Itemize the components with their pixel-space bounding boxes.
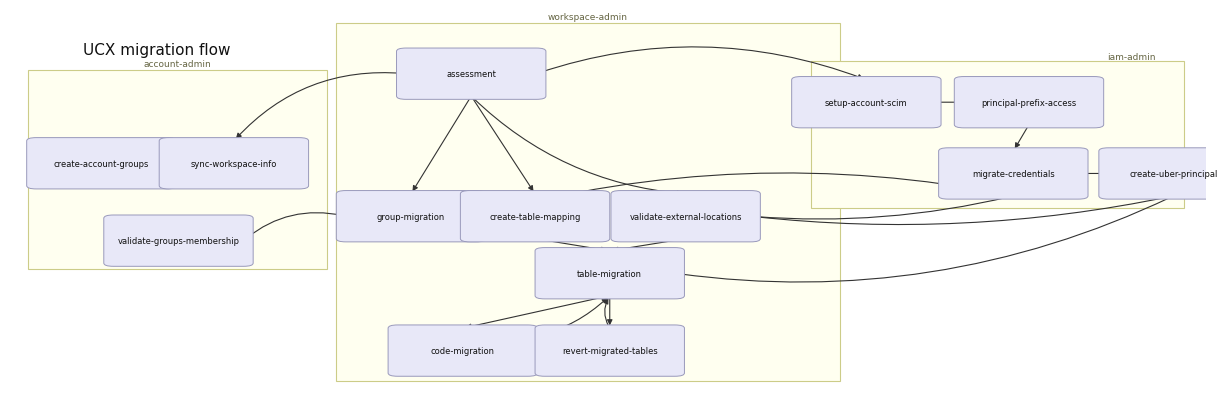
FancyBboxPatch shape <box>336 191 485 242</box>
FancyBboxPatch shape <box>1098 148 1226 200</box>
Text: principal-prefix-access: principal-prefix-access <box>981 99 1076 108</box>
Text: validate-groups-membership: validate-groups-membership <box>118 236 239 245</box>
Text: create-uber-principal: create-uber-principal <box>1129 170 1217 178</box>
FancyBboxPatch shape <box>810 62 1184 209</box>
FancyBboxPatch shape <box>389 325 537 376</box>
FancyBboxPatch shape <box>535 325 684 376</box>
Text: iam-admin: iam-admin <box>1107 53 1156 62</box>
Text: assessment: assessment <box>446 70 497 79</box>
Text: create-table-mapping: create-table-mapping <box>489 212 581 221</box>
Text: sync-workspace-info: sync-workspace-info <box>191 160 277 169</box>
Text: account-admin: account-admin <box>143 60 211 69</box>
FancyBboxPatch shape <box>535 248 684 299</box>
FancyBboxPatch shape <box>954 77 1103 128</box>
FancyBboxPatch shape <box>27 138 177 189</box>
FancyBboxPatch shape <box>792 77 942 128</box>
Text: migrate-credentials: migrate-credentials <box>972 170 1054 178</box>
FancyBboxPatch shape <box>336 24 840 381</box>
FancyBboxPatch shape <box>159 138 309 189</box>
FancyBboxPatch shape <box>461 191 609 242</box>
Text: revert-migrated-tables: revert-migrated-tables <box>562 346 657 355</box>
Text: setup-account-scim: setup-account-scim <box>825 99 907 108</box>
Text: code-migration: code-migration <box>430 346 495 355</box>
FancyBboxPatch shape <box>28 70 326 270</box>
Text: group-migration: group-migration <box>376 212 445 221</box>
Text: UCX migration flow: UCX migration flow <box>83 43 230 58</box>
Text: validate-external-locations: validate-external-locations <box>629 212 742 221</box>
FancyBboxPatch shape <box>611 191 760 242</box>
Text: create-account-groups: create-account-groups <box>54 160 150 169</box>
FancyBboxPatch shape <box>939 148 1087 200</box>
Text: workspace-admin: workspace-admin <box>548 13 628 22</box>
FancyBboxPatch shape <box>104 216 253 267</box>
Text: table-migration: table-migration <box>577 269 642 278</box>
FancyBboxPatch shape <box>396 49 546 100</box>
